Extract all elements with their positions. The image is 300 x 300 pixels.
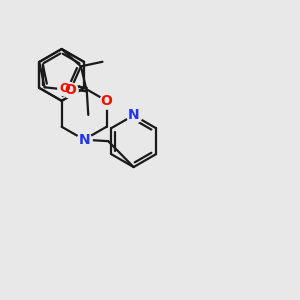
Text: O: O bbox=[64, 83, 76, 97]
Text: N: N bbox=[128, 108, 140, 122]
Text: O: O bbox=[59, 82, 70, 95]
Text: N: N bbox=[78, 133, 90, 147]
Text: O: O bbox=[100, 94, 112, 108]
